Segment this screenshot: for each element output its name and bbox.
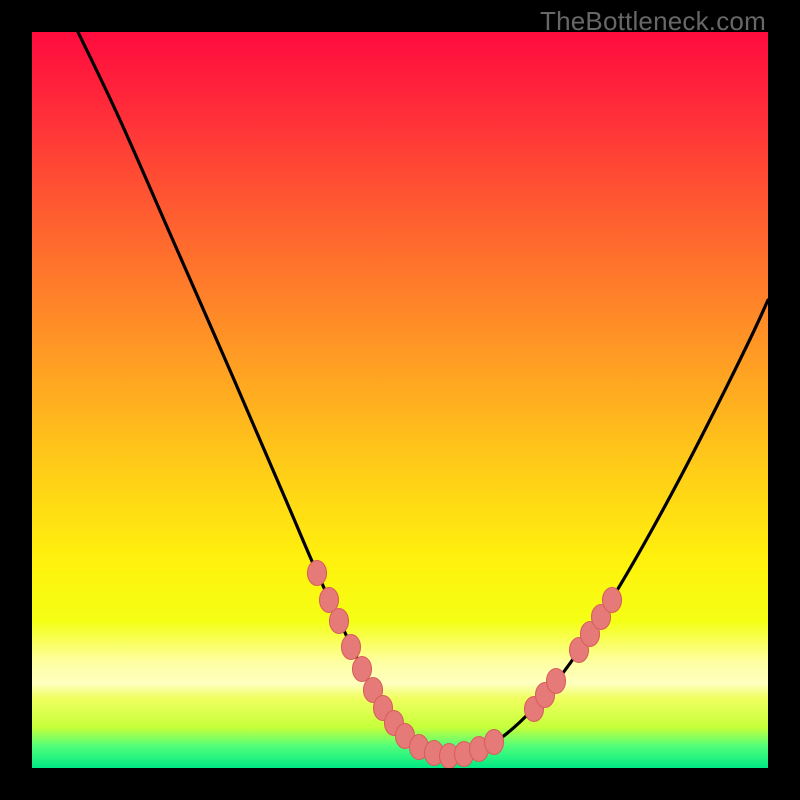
dot-cluster-bottom <box>410 730 504 769</box>
data-dot <box>330 609 349 634</box>
data-dot <box>547 669 566 694</box>
bottleneck-curve <box>78 32 768 755</box>
dot-cluster-right <box>525 588 622 722</box>
data-dot <box>603 588 622 613</box>
data-dot <box>353 657 372 682</box>
chart-overlay-svg <box>0 0 800 800</box>
data-dot <box>308 561 327 586</box>
data-dot <box>485 730 504 755</box>
data-dot <box>342 635 361 660</box>
watermark-label: TheBottleneck.com <box>540 6 766 37</box>
